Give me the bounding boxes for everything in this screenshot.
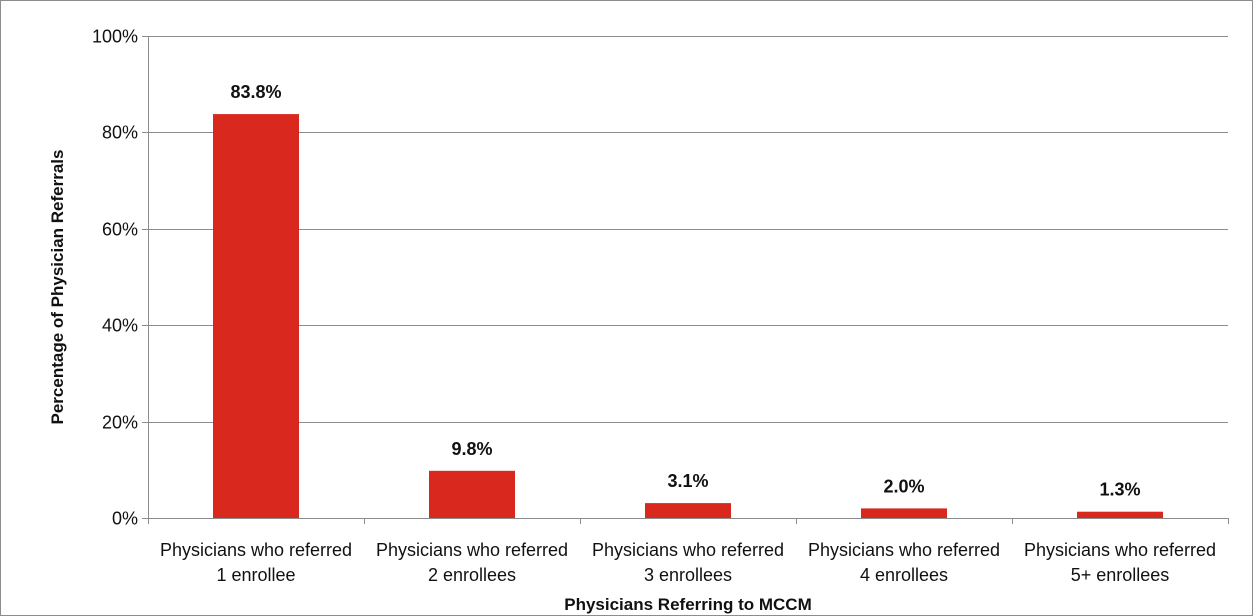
gridlines [148,36,1228,423]
x-category-label: 2 enrollees [428,565,516,585]
y-tick-label: 100% [92,27,138,47]
y-tick-label: 80% [102,123,138,143]
y-tick-label: 60% [102,220,138,240]
x-category-label: 1 enrollee [216,565,295,585]
bar-value-label: 1.3% [1099,480,1140,500]
bars [213,114,1163,518]
bar-value-label: 2.0% [883,476,924,496]
x-category-label: Physicians who referred [1024,540,1216,560]
x-category-label: Physicians who referred [160,540,352,560]
bar [645,503,731,518]
bar [861,508,947,518]
bar-value-label: 83.8% [230,82,281,102]
bar-value-label: 9.8% [451,439,492,459]
x-category-label: 3 enrollees [644,565,732,585]
x-axis-title: Physicians Referring to MCCM [564,595,812,614]
bar [429,470,515,518]
bar-value-label: 3.1% [667,471,708,491]
x-category-label: Physicians who referred [808,540,1000,560]
y-axis-title: Percentage of Physician Referrals [48,150,67,425]
y-tick-label: 40% [102,316,138,336]
tick-labels: 0% 20% 40% 60% 80% 100% Physicians who referre… [92,27,1216,586]
bar [1077,511,1163,518]
y-tick-label: 0% [112,509,138,529]
x-category-label: 5+ enrollees [1071,565,1170,585]
x-category-label: 4 enrollees [860,565,948,585]
x-category-label: Physicians who referred [376,540,568,560]
axes [142,36,1229,524]
bar [213,114,299,518]
x-category-label: Physicians who referred [592,540,784,560]
y-tick-label: 20% [102,413,138,433]
data-labels: 83.8% 9.8% 3.1% 2.0% 1.3% [230,82,1140,500]
